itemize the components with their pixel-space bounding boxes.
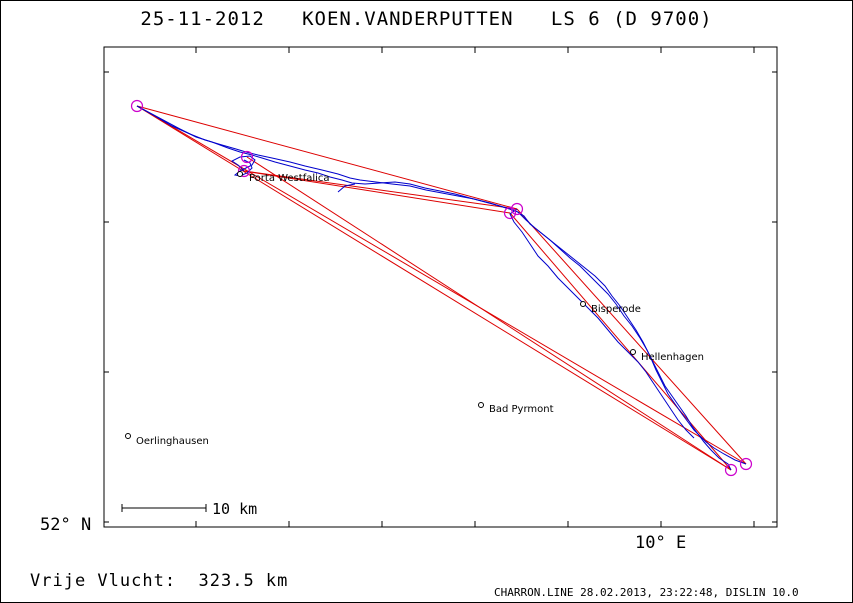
flight-track: [136, 105, 747, 471]
turnpoint-east-2: [503, 206, 517, 220]
place-markers: Porta Westfalica Bisperode Hellenhagen B…: [125, 171, 704, 447]
place-hellenhagen: Hellenhagen: [641, 352, 704, 363]
scale-bar: [121, 504, 207, 512]
turnpoint-start: [130, 99, 144, 113]
turnpoint-east: [510, 202, 524, 216]
place-marker-bad-pyrmont: [478, 402, 484, 408]
flight-title: 25-11-2012 KOEN.VANDERPUTTEN LS 6 (D 970…: [140, 8, 713, 30]
turnpoint-southeast: [739, 457, 753, 471]
place-bisperode: Bisperode: [591, 304, 641, 315]
turnpoint-porta-westfalica-north: [240, 150, 254, 164]
axis-ticks: [104, 47, 777, 527]
place-bad-pyrmont: Bad Pyrmont: [489, 404, 554, 415]
turnpoint-porta-westfalica: [237, 164, 251, 178]
longitude-label: 10° E: [635, 533, 687, 553]
task-lines: [136, 105, 747, 471]
footer-credits: CHARRON.LINE 28.02.2013, 23:22:48, DISLI…: [494, 586, 799, 599]
latitude-label: 52° N: [40, 515, 92, 535]
place-oerlinghausen: Oerlinghausen: [136, 436, 209, 447]
place-marker-porta-westfalica: [237, 171, 243, 177]
free-flight-distance: Vrije Vlucht: 323.5 km: [30, 571, 289, 591]
place-marker-oerlinghausen: [125, 433, 131, 439]
turnpoint-finish: [724, 463, 738, 477]
turnpoints: [130, 99, 753, 477]
place-porta-westfalica: Porta Westfalica: [249, 173, 330, 184]
place-marker-hellenhagen: [630, 349, 636, 355]
scale-bar-label: 10 km: [212, 500, 258, 518]
plot-border: [103, 46, 778, 528]
place-marker-bisperode: [580, 301, 586, 307]
